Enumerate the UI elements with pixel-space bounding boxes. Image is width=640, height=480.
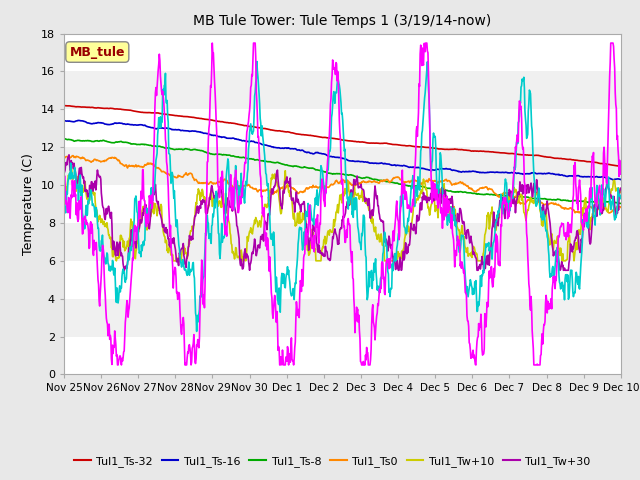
Tul1_Tw+10: [444, 203, 451, 208]
Tul1_Ts-32: [285, 129, 293, 135]
Line: Tul1_Tw+100: Tul1_Tw+100: [64, 43, 621, 365]
Tul1_Tw+30: [60, 169, 68, 175]
Tul1_Tw+50: [444, 222, 451, 228]
Tul1_Tw+50: [506, 198, 513, 204]
Tul1_Tw+100: [444, 204, 451, 209]
Tul1_Tw+10: [506, 202, 513, 207]
Tul1_Ts-16: [617, 177, 625, 182]
Tul1_Ts0: [306, 184, 314, 190]
Tul1_Ts-8: [504, 193, 512, 199]
Tul1_Ts-32: [617, 164, 625, 169]
Bar: [64, 261, 621, 299]
Tul1_Tw+100: [118, 362, 125, 368]
Tul1_Ts0: [606, 210, 614, 216]
Bar: [64, 34, 621, 72]
Tul1_Ts-8: [617, 201, 625, 206]
Line: Tul1_Ts0: Tul1_Ts0: [64, 156, 621, 213]
Line: Tul1_Tw+30: Tul1_Tw+30: [64, 155, 621, 270]
Tul1_Ts-16: [286, 145, 294, 151]
Tul1_Tw+30: [617, 185, 625, 191]
Tul1_Tw+10: [60, 183, 68, 189]
Tul1_Ts-32: [494, 150, 502, 156]
Tul1_Tw+50: [60, 201, 68, 206]
Tul1_Tw+30: [287, 175, 294, 181]
Tul1_Ts0: [495, 193, 502, 199]
Tul1_Ts-8: [60, 136, 68, 142]
Tul1_Ts0: [286, 183, 294, 189]
Tul1_Tw+100: [114, 362, 122, 368]
Tul1_Tw+50: [193, 328, 200, 334]
Tul1_Ts-16: [306, 150, 314, 156]
Tul1_Tw+100: [506, 210, 513, 216]
Tul1_Tw+50: [495, 205, 503, 211]
Line: Tul1_Tw+10: Tul1_Tw+10: [64, 166, 621, 261]
Tul1_Ts0: [118, 161, 125, 167]
Tul1_Tw+50: [253, 59, 260, 64]
Tul1_Ts-8: [285, 163, 293, 168]
Tul1_Ts-8: [616, 201, 624, 206]
Tul1_Tw+30: [65, 152, 73, 158]
Tul1_Ts-16: [609, 177, 617, 183]
Line: Tul1_Ts-32: Tul1_Ts-32: [64, 106, 621, 167]
Tul1_Tw+10: [617, 190, 625, 195]
Tul1_Ts-16: [60, 118, 68, 123]
Text: MB_tule: MB_tule: [70, 46, 125, 59]
Tul1_Ts-16: [495, 169, 502, 175]
Tul1_Tw+100: [495, 259, 503, 264]
Tul1_Ts0: [617, 204, 625, 210]
Tul1_Tw+10: [113, 258, 120, 264]
Tul1_Ts-32: [117, 106, 125, 112]
Tul1_Tw+30: [506, 187, 513, 192]
Tul1_Ts-8: [305, 166, 313, 171]
Tul1_Tw+50: [617, 196, 625, 202]
Tul1_Tw+50: [287, 286, 294, 292]
Tul1_Tw+30: [444, 199, 451, 205]
Tul1_Ts0: [443, 178, 451, 184]
Tul1_Tw+10: [67, 163, 75, 169]
Bar: [64, 336, 621, 374]
Tul1_Tw+10: [287, 193, 294, 199]
Tul1_Ts-8: [117, 139, 125, 144]
Tul1_Ts-32: [504, 151, 512, 156]
Tul1_Tw+10: [495, 215, 503, 221]
Tul1_Tw+100: [307, 220, 314, 226]
Tul1_Ts0: [60, 155, 68, 160]
Tul1_Tw+100: [287, 359, 294, 365]
Tul1_Ts-8: [442, 187, 450, 193]
Line: Tul1_Ts-8: Tul1_Ts-8: [64, 139, 621, 204]
Tul1_Ts-32: [60, 103, 68, 108]
Tul1_Tw+10: [118, 237, 126, 242]
Tul1_Tw+50: [117, 285, 125, 290]
Tul1_Ts-8: [494, 192, 502, 198]
Tul1_Ts-32: [305, 132, 313, 138]
Y-axis label: Temperature (C): Temperature (C): [22, 153, 35, 255]
Tul1_Tw+30: [495, 206, 503, 212]
Tul1_Ts0: [69, 153, 77, 158]
Line: Tul1_Tw+50: Tul1_Tw+50: [64, 61, 621, 331]
Tul1_Tw+100: [617, 164, 625, 169]
Bar: [64, 185, 621, 223]
Tul1_Ts-16: [74, 118, 82, 123]
Tul1_Tw+50: [307, 202, 314, 208]
Tul1_Tw+10: [307, 246, 314, 252]
Tul1_Ts-32: [442, 146, 450, 152]
Tul1_Tw+100: [60, 186, 68, 192]
Tul1_Ts0: [505, 192, 513, 198]
Title: MB Tule Tower: Tule Temps 1 (3/19/14-now): MB Tule Tower: Tule Temps 1 (3/19/14-now…: [193, 14, 492, 28]
Tul1_Tw+30: [120, 267, 128, 273]
Bar: [64, 109, 621, 147]
Tul1_Ts-16: [505, 170, 513, 176]
Tul1_Tw+100: [209, 40, 216, 46]
Tul1_Tw+30: [118, 250, 125, 256]
Line: Tul1_Ts-16: Tul1_Ts-16: [64, 120, 621, 180]
Tul1_Tw+30: [307, 235, 314, 240]
Tul1_Ts-16: [118, 120, 125, 126]
Tul1_Ts-16: [443, 166, 451, 172]
